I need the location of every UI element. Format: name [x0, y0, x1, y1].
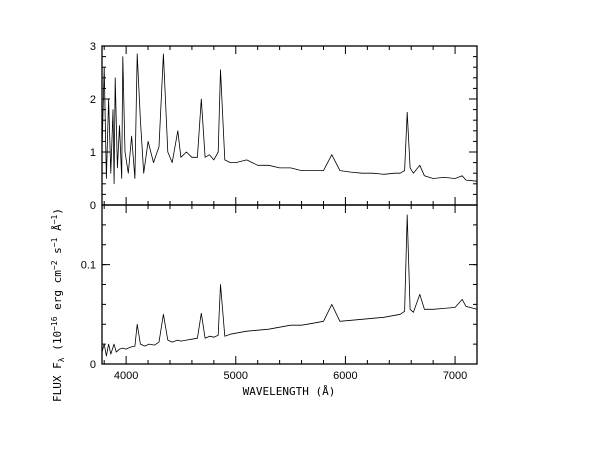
x-tick-label: 4000 — [114, 370, 138, 382]
y-axis-title: FLUX Fλ (10−16 erg cm−2 s−1 Å−1) — [50, 208, 66, 402]
y-axis-title-main: FLUX F — [51, 362, 64, 402]
top-panel-frame — [101, 45, 478, 206]
top-y-tick-label: 2 — [90, 94, 96, 106]
bottom-panel: 0 0.1 4000 5000 6000 7000 — [81, 204, 478, 382]
top-y-tick-label: 3 — [90, 41, 96, 53]
x-tick-label: 6000 — [333, 370, 357, 382]
y-axis-title-end: ) — [51, 208, 64, 215]
y-axis-title-sup4: −1 — [50, 214, 59, 224]
top-spectrum-line — [101, 53, 478, 185]
x-axis-title: WAVELENGTH (Å) — [243, 385, 336, 398]
top-panel: 0 1 2 3 — [90, 41, 478, 212]
y-axis-title-tail: erg cm — [51, 270, 64, 317]
bottom-y-tick-label: 0 — [90, 359, 96, 371]
x-tick-label: 5000 — [224, 370, 248, 382]
bottom-spectrum-line — [101, 214, 478, 357]
bottom-panel-frame — [101, 204, 478, 365]
top-panel-ticks: 0 1 2 3 — [90, 41, 478, 212]
top-y-tick-label: 0 — [90, 200, 96, 212]
y-axis-title-sup2: −2 — [50, 260, 59, 270]
top-y-tick-label: 1 — [90, 147, 96, 159]
y-axis-title-tail2: s — [51, 247, 64, 260]
bottom-panel-ticks: 0 0.1 4000 5000 6000 7000 — [81, 204, 478, 382]
y-axis-title-after: (10 — [51, 331, 64, 358]
y-axis-title-tail3: Å — [51, 224, 64, 238]
y-axis-title-sup3: −1 — [50, 237, 59, 247]
x-tick-label: 7000 — [443, 370, 467, 382]
y-axis-title-sub: λ — [57, 357, 66, 362]
bottom-y-tick-label: 0.1 — [81, 260, 96, 272]
y-axis-title-sup: −16 — [50, 316, 59, 331]
